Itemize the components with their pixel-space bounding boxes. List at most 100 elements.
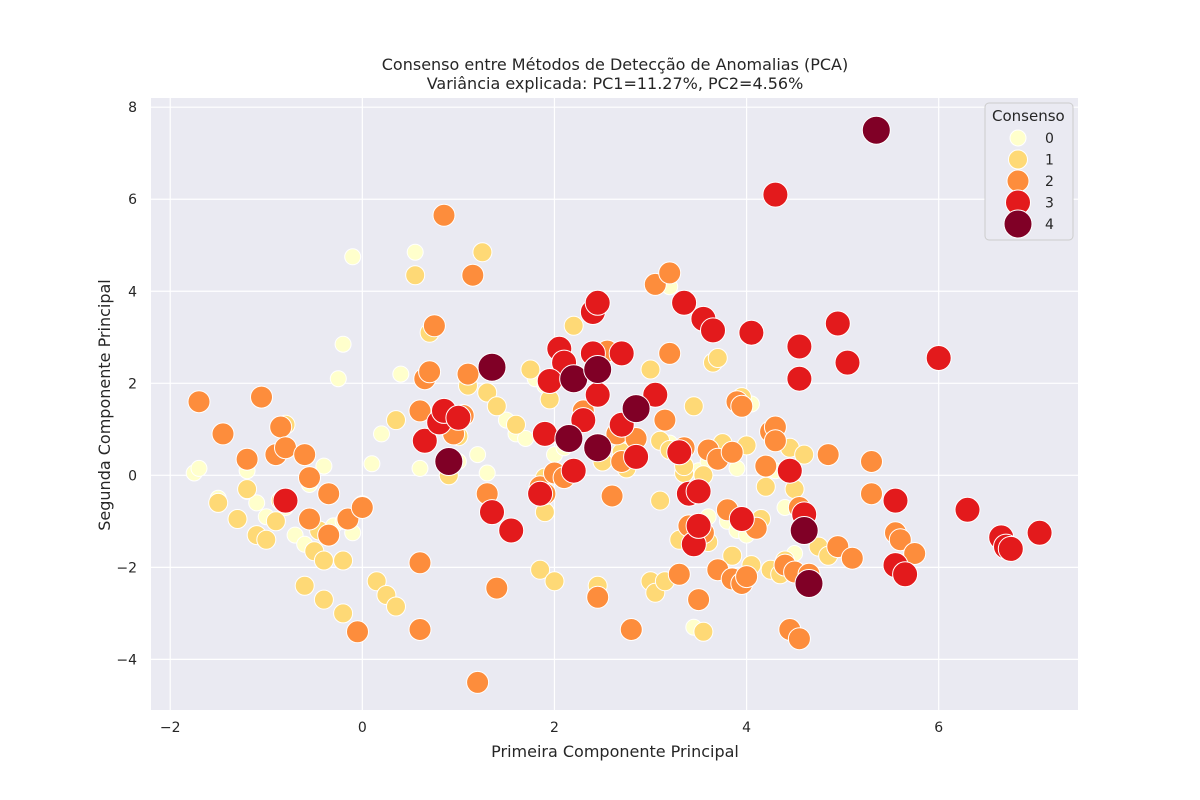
data-point bbox=[1026, 519, 1053, 546]
data-point bbox=[250, 385, 273, 409]
y-tick-label: 2 bbox=[128, 376, 137, 392]
data-point bbox=[190, 459, 208, 477]
legend-marker bbox=[1003, 209, 1033, 239]
x-tick-label: −2 bbox=[160, 720, 181, 736]
data-point bbox=[315, 457, 333, 475]
data-point bbox=[530, 559, 551, 580]
data-point bbox=[527, 480, 554, 507]
data-point bbox=[789, 516, 819, 545]
series-3 bbox=[272, 181, 1053, 588]
data-point bbox=[344, 248, 362, 266]
data-point bbox=[722, 545, 743, 566]
data-point bbox=[707, 348, 728, 368]
data-point bbox=[954, 496, 981, 523]
data-point bbox=[479, 499, 505, 526]
data-point bbox=[608, 340, 635, 367]
y-tick-label: 6 bbox=[128, 192, 137, 208]
chart-title: Consenso entre Métodos de Detecção de An… bbox=[382, 55, 848, 74]
data-point bbox=[583, 433, 613, 463]
legend-items: 0 1 2 3 4 bbox=[1003, 129, 1054, 239]
data-point bbox=[298, 466, 321, 490]
data-point bbox=[554, 424, 584, 453]
y-tick-label: 8 bbox=[128, 100, 137, 116]
data-point bbox=[411, 459, 429, 477]
data-point bbox=[685, 512, 712, 539]
legend-marker bbox=[1006, 169, 1030, 193]
data-point bbox=[405, 265, 426, 286]
data-point bbox=[269, 415, 293, 439]
data-point bbox=[763, 429, 787, 453]
data-point bbox=[346, 620, 369, 644]
data-point bbox=[653, 408, 677, 432]
data-point bbox=[386, 596, 406, 617]
data-point bbox=[658, 341, 682, 365]
y-tick-label: −2 bbox=[116, 560, 137, 576]
legend-label: 2 bbox=[1045, 174, 1054, 190]
data-point bbox=[860, 450, 883, 473]
data-point bbox=[294, 575, 315, 596]
data-point bbox=[834, 349, 861, 376]
data-point bbox=[313, 550, 334, 571]
data-point bbox=[313, 589, 334, 610]
data-point bbox=[366, 571, 387, 592]
data-point bbox=[730, 394, 754, 418]
data-point bbox=[434, 447, 464, 476]
data-point bbox=[317, 482, 341, 506]
data-point bbox=[544, 571, 565, 592]
data-point bbox=[334, 335, 352, 353]
data-point bbox=[586, 585, 610, 609]
data-point bbox=[671, 289, 698, 316]
data-point bbox=[456, 362, 480, 386]
data-point bbox=[840, 546, 864, 570]
data-points bbox=[185, 115, 1053, 694]
legend-label: 4 bbox=[1045, 217, 1054, 233]
y-tick-label: 0 bbox=[128, 468, 137, 484]
data-point bbox=[536, 368, 563, 394]
data-point bbox=[406, 243, 424, 261]
data-point bbox=[903, 542, 927, 565]
data-point bbox=[478, 464, 496, 482]
data-point bbox=[738, 319, 765, 346]
data-point bbox=[520, 359, 541, 380]
data-point bbox=[685, 478, 712, 505]
data-point bbox=[667, 562, 691, 586]
data-point bbox=[298, 507, 321, 531]
axis-ticks: −2 0 2 4 6 −4 −2 0 2 4 6 8 bbox=[116, 100, 943, 736]
data-point bbox=[211, 422, 235, 446]
data-point bbox=[786, 365, 813, 392]
chart-subtitle: Variância explicada: PC1=11.27%, PC2=4.5… bbox=[427, 74, 804, 93]
data-point bbox=[570, 407, 597, 434]
x-tick-label: 4 bbox=[742, 720, 751, 736]
data-point bbox=[498, 517, 525, 544]
data-point bbox=[248, 494, 266, 512]
data-point bbox=[237, 479, 258, 500]
data-point bbox=[786, 333, 813, 360]
data-point bbox=[486, 396, 507, 417]
data-point bbox=[187, 390, 211, 414]
data-point bbox=[683, 396, 704, 417]
series-4 bbox=[434, 115, 891, 598]
data-point bbox=[432, 203, 456, 227]
data-point bbox=[274, 436, 297, 460]
data-point bbox=[776, 457, 803, 484]
data-point bbox=[350, 496, 374, 519]
data-point bbox=[640, 359, 661, 380]
data-point bbox=[408, 551, 432, 575]
legend-marker bbox=[1009, 129, 1027, 147]
data-point bbox=[621, 394, 651, 424]
data-point bbox=[861, 115, 891, 145]
data-point bbox=[642, 381, 669, 408]
data-point bbox=[720, 440, 744, 464]
x-tick-label: 2 bbox=[550, 720, 559, 736]
data-point bbox=[363, 455, 381, 473]
data-point bbox=[997, 535, 1024, 562]
data-point bbox=[411, 427, 438, 454]
data-point bbox=[687, 588, 711, 612]
data-point bbox=[408, 618, 432, 641]
data-point bbox=[882, 487, 909, 514]
data-point bbox=[693, 621, 714, 642]
data-point bbox=[329, 370, 347, 388]
data-point bbox=[461, 263, 485, 287]
data-point bbox=[816, 443, 840, 467]
